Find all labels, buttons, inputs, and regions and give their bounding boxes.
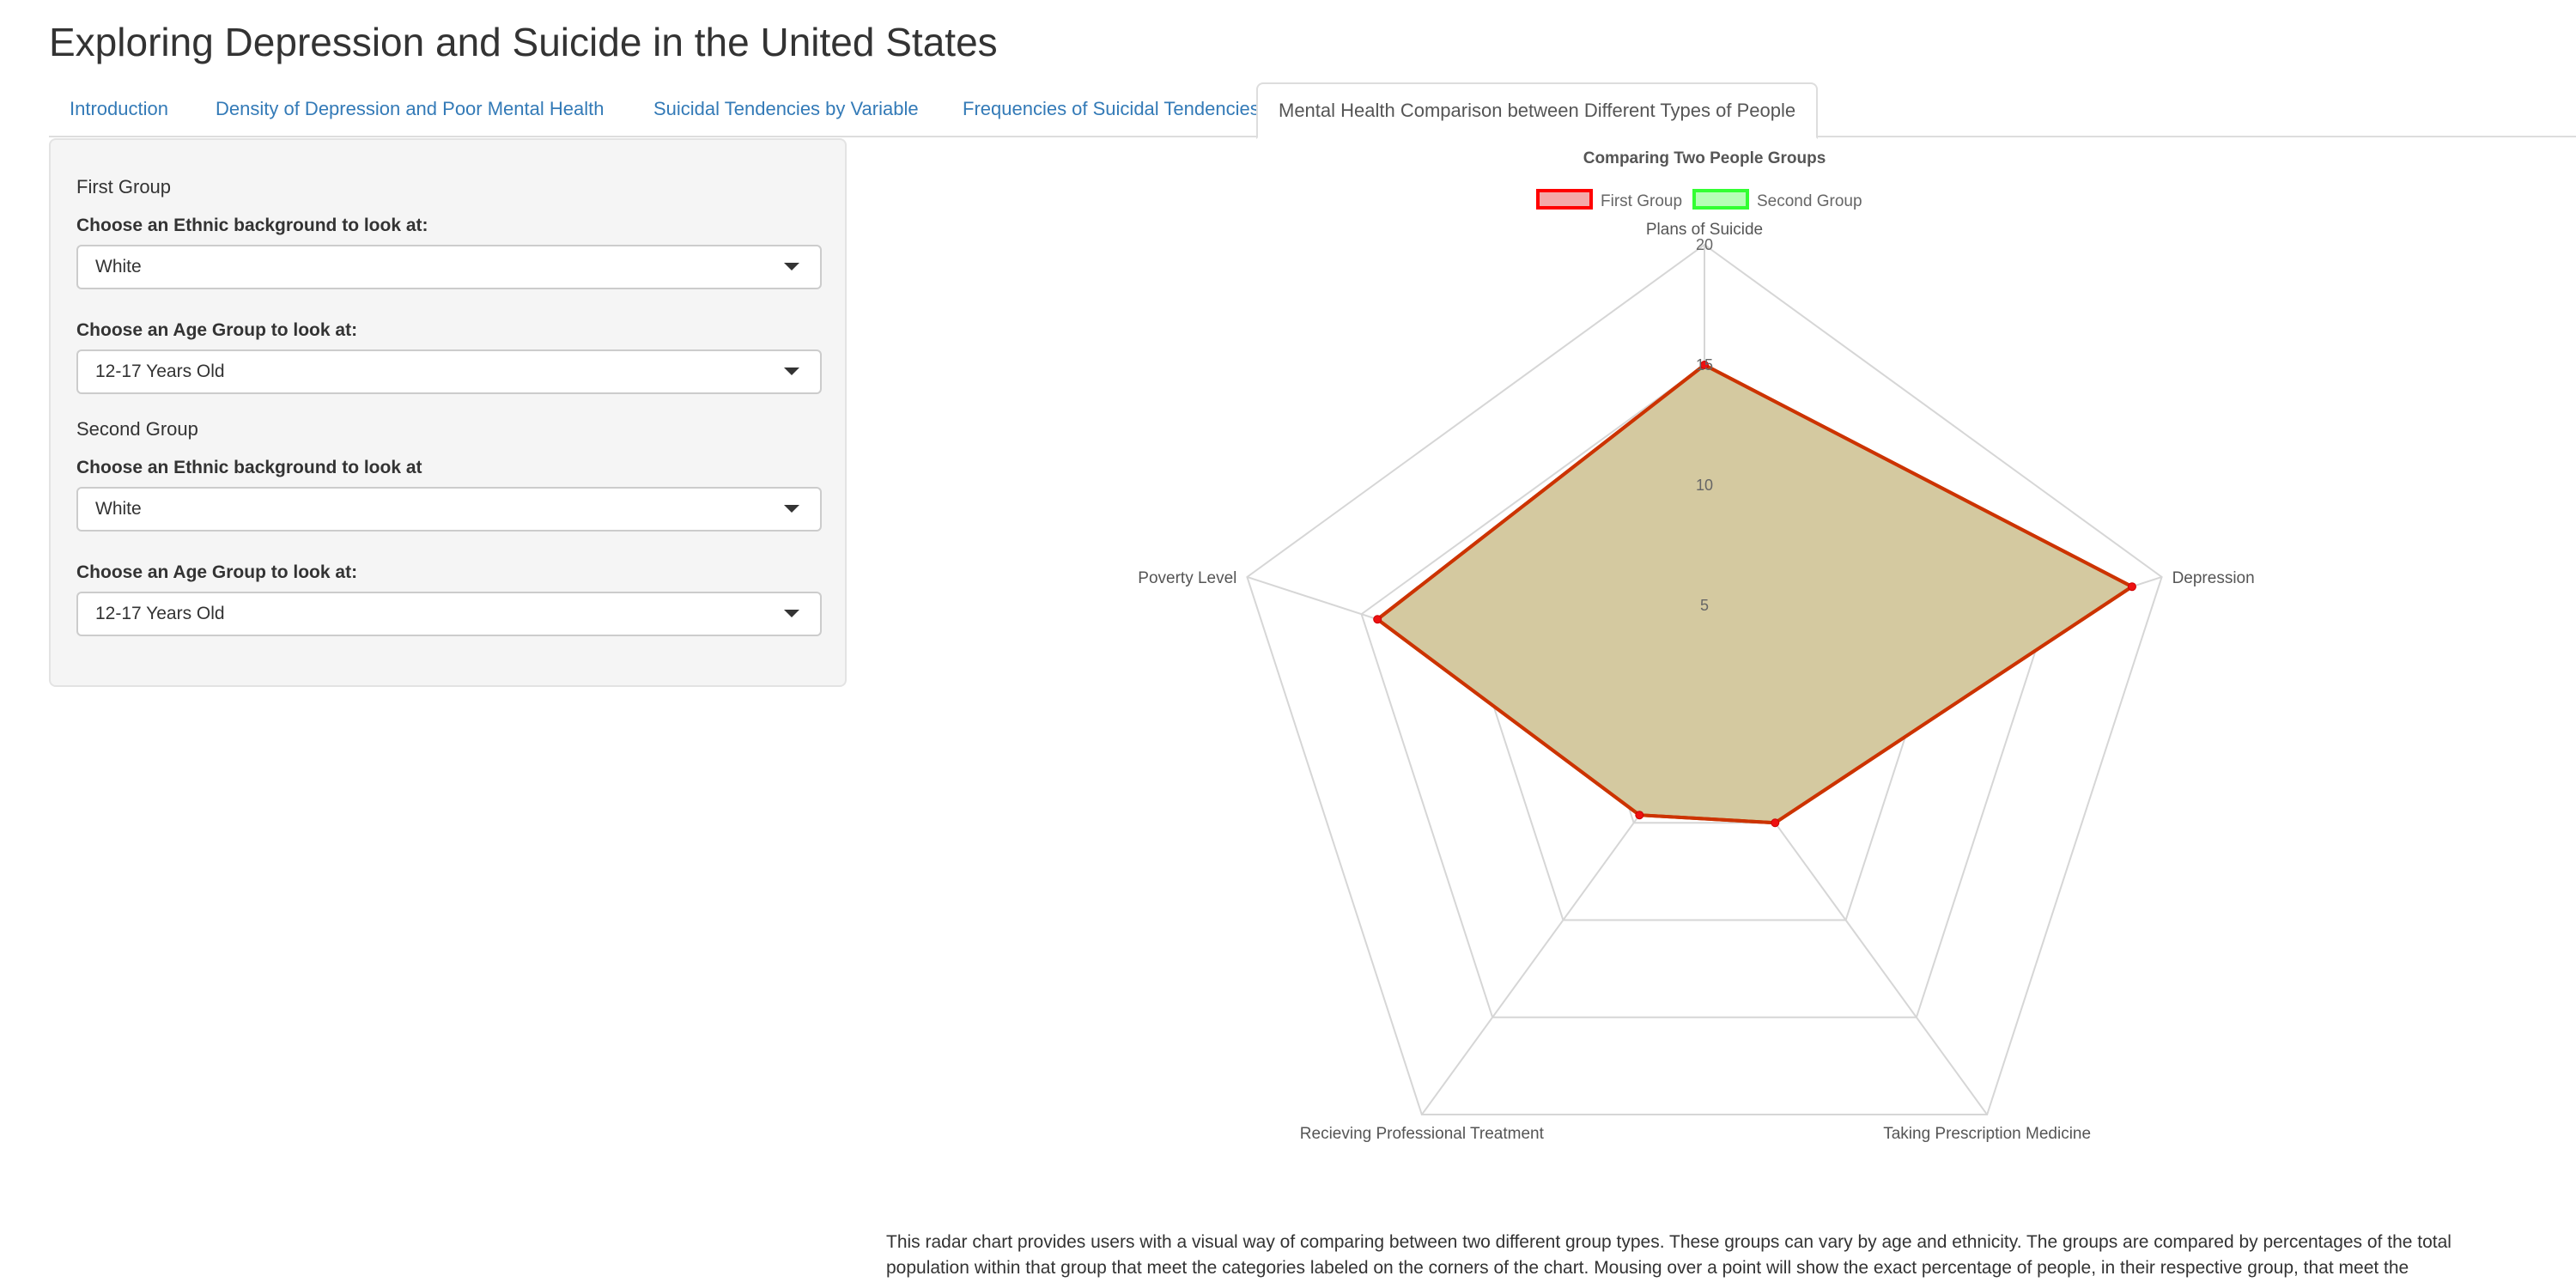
radar-axis-labels: Plans of Suicide Depression Taking Prescri… — [1138, 221, 2254, 1143]
data-point[interactable] — [1700, 361, 1709, 369]
second-group-ethnic-value: White — [95, 499, 142, 519]
radar-series — [1373, 361, 2136, 828]
tab-bar: Introduction Density of Depression and P… — [49, 82, 2576, 139]
second-group-ethnic-select[interactable]: White — [76, 487, 822, 532]
second-group-ethnic-label: Choose an Ethnic background to look at — [76, 458, 422, 477]
first-group-ethnic-select[interactable]: White — [76, 245, 822, 289]
chevron-down-icon — [784, 368, 799, 375]
tab-frequencies-of-suicidal-tendencies[interactable]: Frequencies of Suicidal Tendencies — [963, 98, 1260, 119]
series-area — [1377, 365, 2132, 823]
tick-label: 20 — [1696, 236, 1713, 253]
data-point[interactable] — [1635, 811, 1644, 820]
second-group-age-select[interactable]: 12-17 Years Old — [76, 592, 822, 636]
tab-density-of-depression[interactable]: Density of Depression and Poor Mental He… — [216, 98, 605, 119]
tick-label: 10 — [1696, 477, 1713, 494]
legend-item-first-group[interactable]: First Group — [1536, 189, 1682, 210]
second-group-age-value: 12-17 Years Old — [95, 604, 225, 623]
tab-mental-health-comparison[interactable]: Mental Health Comparison between Differe… — [1256, 82, 1819, 139]
first-group-age-label: Choose an Age Group to look at: — [76, 320, 358, 340]
first-group-ethnic-value: White — [95, 257, 142, 276]
chart-description: This radar chart provides users with a v… — [886, 1232, 2451, 1278]
page-title: Exploring Depression and Suicide in the … — [49, 20, 998, 64]
radar-chart-svg: Comparing Two People Groups First Group … — [1138, 149, 2254, 1143]
chevron-down-icon — [784, 505, 799, 513]
first-group-age-value: 12-17 Years Old — [95, 361, 225, 381]
legend-swatch-first-group — [1536, 189, 1593, 210]
axis-label: Poverty Level — [1138, 569, 1236, 587]
legend-item-second-group[interactable]: Second Group — [1692, 189, 1862, 210]
radar-chart: Comparing Two People Groups First Group … — [884, 137, 2550, 1151]
axis-label: Taking Prescription Medicine — [1883, 1125, 2091, 1143]
data-point[interactable] — [2127, 582, 2136, 592]
series-line — [1374, 362, 2136, 825]
first-group-ethnic-label: Choose an Ethnic background to look at: — [76, 216, 428, 235]
legend-label-first-group: First Group — [1601, 192, 1682, 210]
tick-label: 5 — [1700, 597, 1709, 614]
axis-label: Recieving Professional Treatment — [1300, 1125, 1545, 1143]
first-group-age-select[interactable]: 12-17 Years Old — [76, 349, 822, 394]
legend-swatch-second-group — [1692, 189, 1749, 210]
sidebar-panel: First Group Choose an Ethnic background … — [49, 138, 847, 687]
axis-label: Plans of Suicide — [1646, 221, 1763, 239]
tab-introduction[interactable]: Introduction — [70, 98, 168, 119]
second-group-heading: Second Group — [76, 418, 198, 440]
tick-label: 15 — [1696, 356, 1713, 374]
radar-tick-labels: 5 10 15 20 — [1696, 236, 1713, 614]
axis-label: Depression — [2172, 569, 2255, 587]
chevron-down-icon — [784, 610, 799, 617]
legend-label-second-group: Second Group — [1757, 192, 1862, 210]
chevron-down-icon — [784, 263, 799, 270]
data-point[interactable] — [1771, 818, 1780, 828]
chart-legend: First Group Second Group — [1536, 189, 1862, 210]
chart-title: Comparing Two People Groups — [1583, 149, 1826, 167]
data-point[interactable] — [1373, 615, 1382, 624]
grid-ring — [1246, 243, 2163, 1116]
tab-suicidal-tendencies-by-variable[interactable]: Suicidal Tendencies by Variable — [653, 98, 919, 119]
first-group-heading: First Group — [76, 176, 172, 197]
second-group-age-label: Choose an Age Group to look at: — [76, 562, 358, 582]
